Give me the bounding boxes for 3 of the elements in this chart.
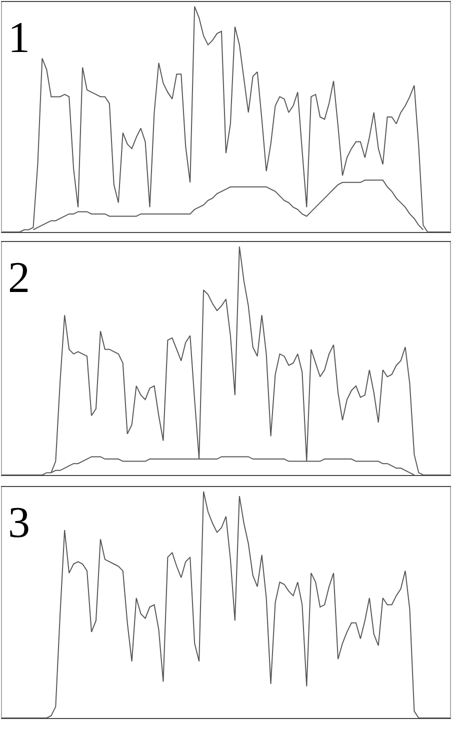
chart-title: 2 — [8, 253, 30, 302]
chart-title: 1 — [8, 13, 30, 62]
chart-title: 3 — [8, 498, 30, 547]
